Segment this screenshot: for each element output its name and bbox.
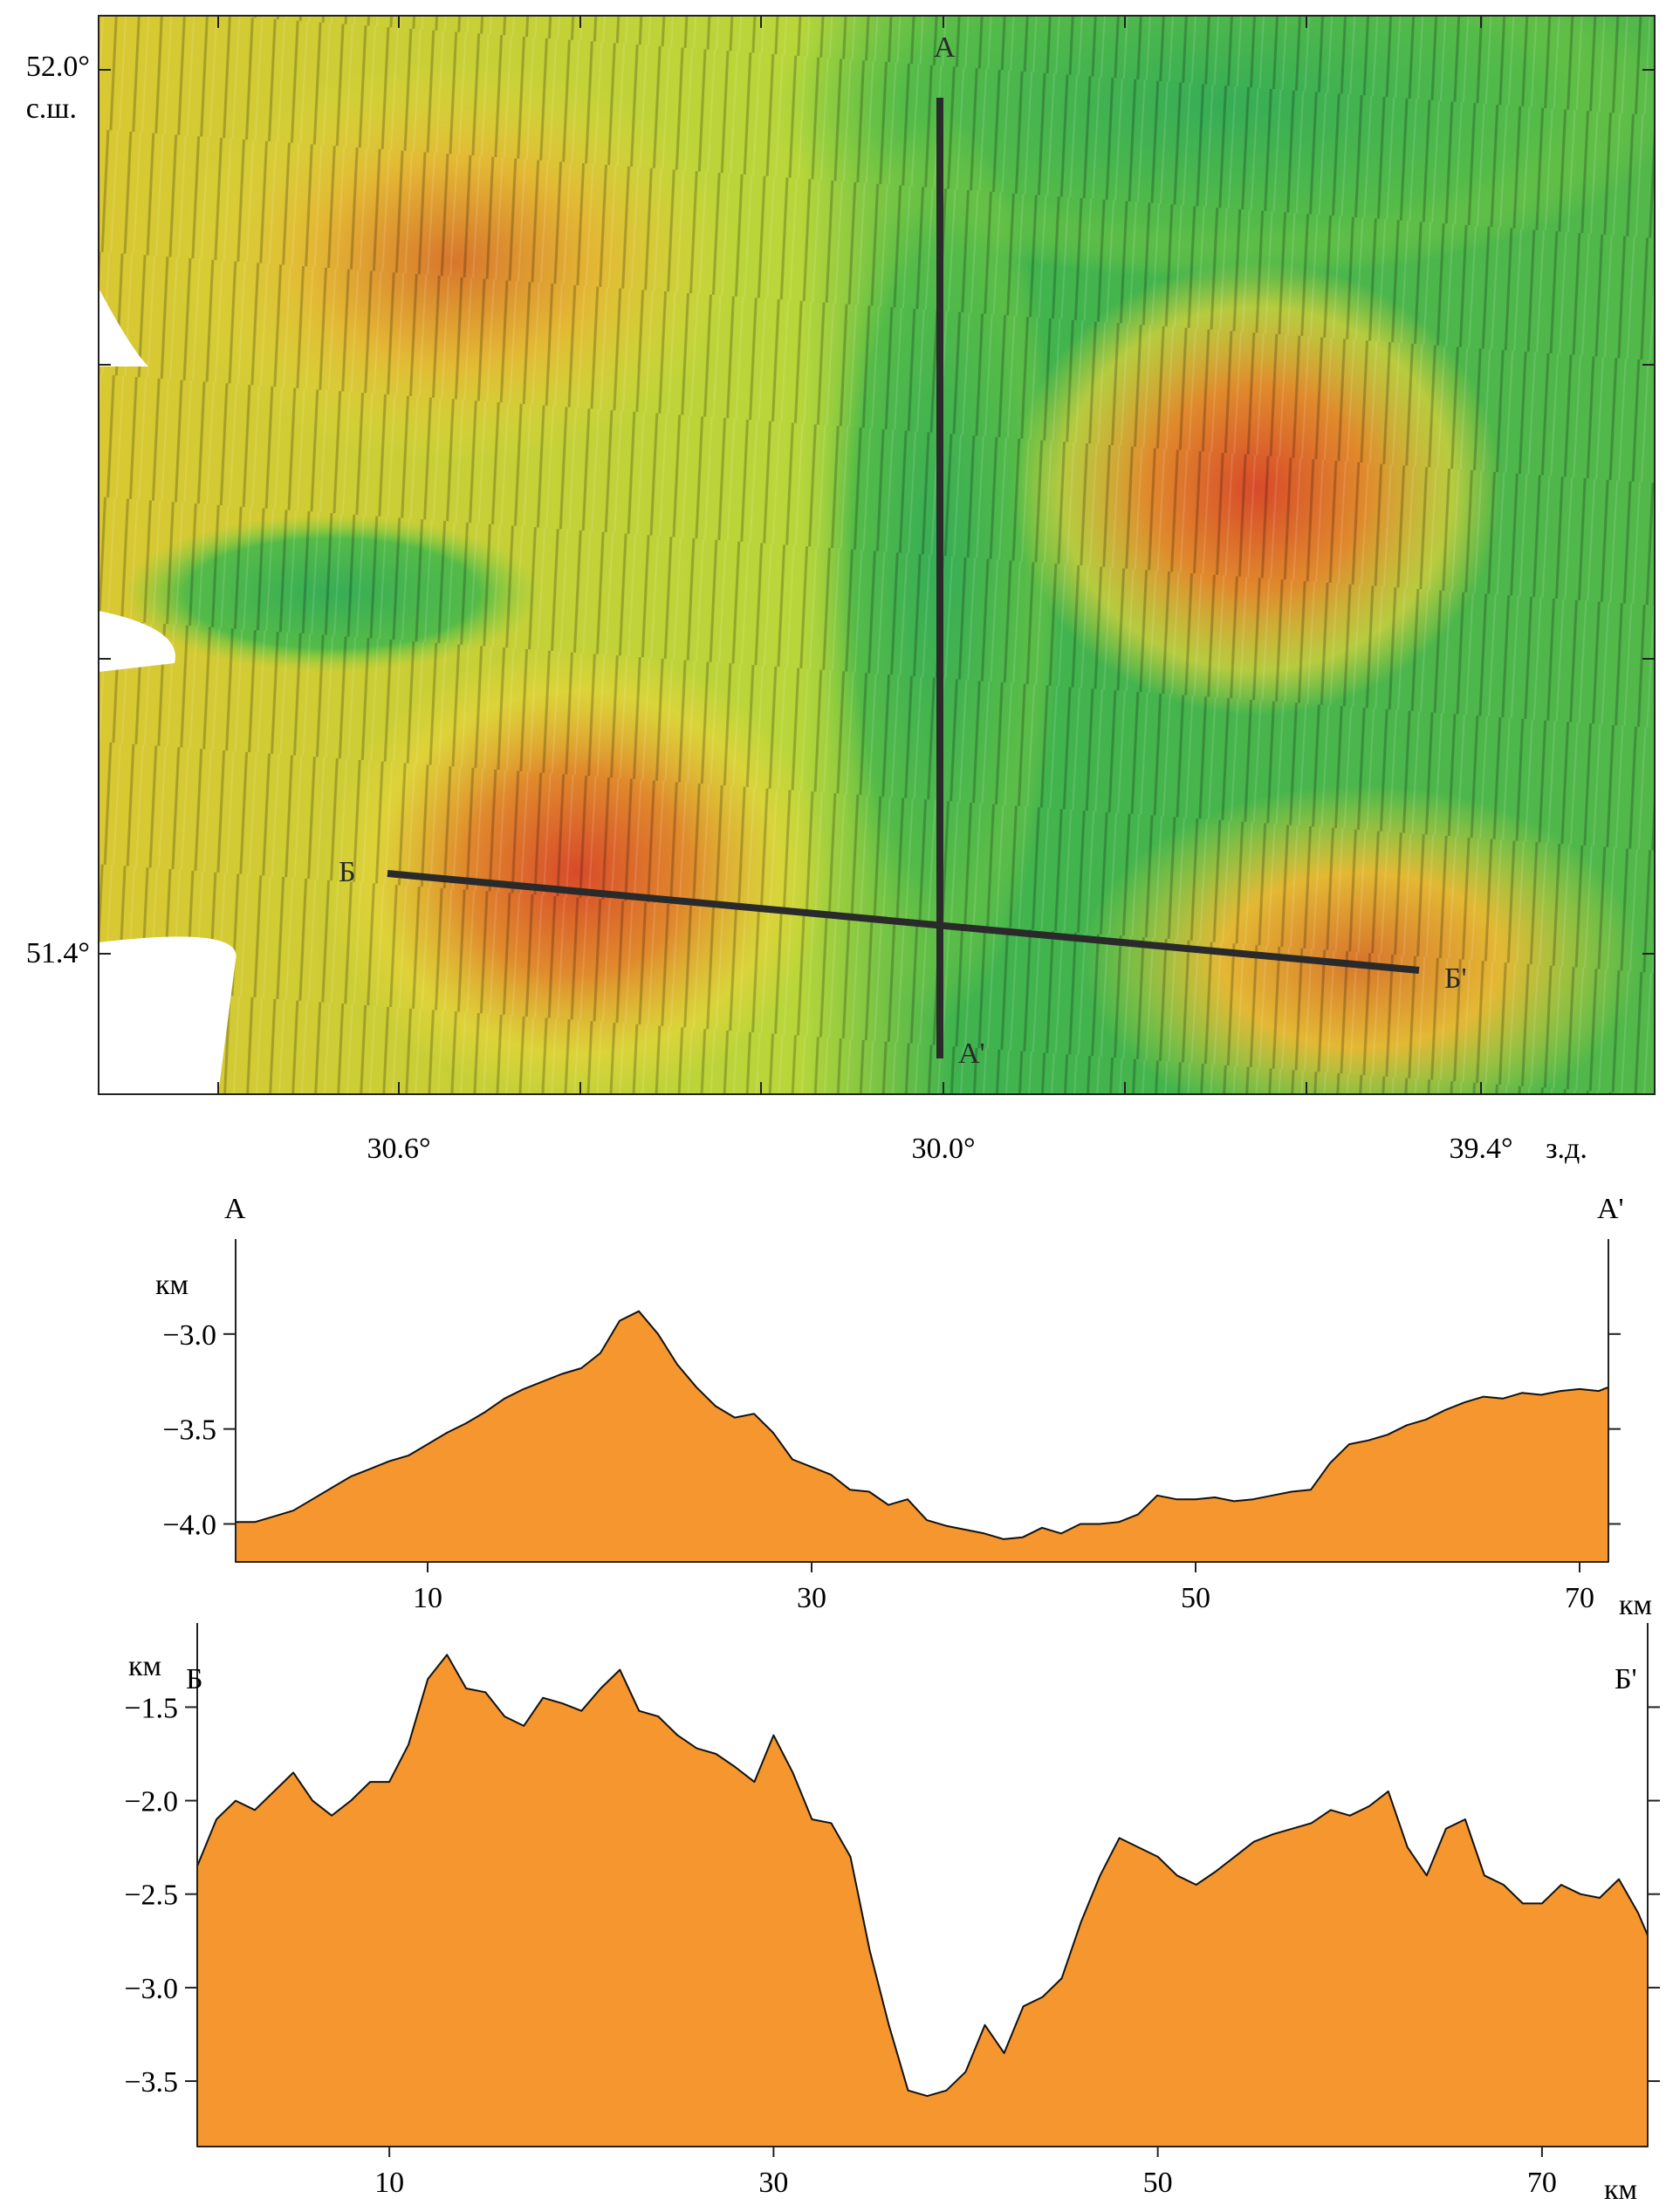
y-tick-label: −2.5 (124, 1880, 178, 1912)
y-tick-label: −2.0 (124, 1786, 178, 1818)
x-tick-label: 30 (797, 1582, 826, 1614)
profile-chart-b: −1.5 −2.0 −2.5 −3.0 −3.5 10 30 50 70 Б Б' км км (124, 1623, 1660, 2206)
map-tick-marks (99, 16, 1655, 1094)
lat-top-label: 52.0° (26, 51, 90, 83)
lon-label-2: 30.0° (911, 1133, 975, 1165)
lat-bottom-label: 51.4° (26, 937, 90, 969)
profile-chart-a: −3.0 −3.5 −4.0 10 30 50 70 А А' км км (155, 1193, 1652, 1621)
lon-suffix: з.д. (1546, 1133, 1587, 1165)
profile-a-chart-end-label: А' (1597, 1193, 1624, 1225)
profile-b-x-unit: км (1604, 2174, 1637, 2206)
y-tick-label: −4.0 (162, 1509, 216, 1541)
profile-b-marks: −1.5 −2.0 −2.5 −3.0 −3.5 10 30 50 70 (124, 1623, 1660, 2199)
y-tick-label: −3.5 (162, 1414, 216, 1447)
profile-b-start-label: Б (339, 856, 356, 888)
lon-label-1: 30.6° (367, 1133, 430, 1165)
bathymetry-map: А А' Б Б' 52.0° с.ш. 51.4° 30.6° 30.0° 3… (26, 15, 1656, 1165)
profile-a-x-unit: км (1619, 1589, 1652, 1621)
profile-line-b (387, 870, 1420, 974)
no-data-gaps (99, 288, 237, 1094)
profile-b-ylabel: км (128, 1650, 161, 1682)
profile-b-chart-start-label: Б (186, 1663, 203, 1695)
x-tick-label: 30 (758, 2167, 788, 2199)
x-tick-label: 50 (1181, 1582, 1210, 1614)
profile-a-end-label: А' (958, 1038, 985, 1070)
x-tick-label: 10 (413, 1582, 442, 1614)
x-tick-label: 70 (1527, 2167, 1557, 2199)
map-frame (98, 15, 1656, 1095)
profile-a-ylabel: км (155, 1269, 189, 1301)
lon-label-3: 39.4° (1449, 1133, 1512, 1165)
profile-a-chart-start-label: А (224, 1193, 246, 1225)
y-tick-label: −3.0 (124, 1973, 178, 2005)
y-tick-label: −1.5 (124, 1692, 178, 1724)
x-tick-label: 10 (374, 2167, 404, 2199)
y-tick-label: −3.0 (162, 1319, 216, 1352)
y-tick-label: −3.5 (124, 2066, 178, 2099)
relief-shading (99, 16, 1655, 1094)
profile-b-end-label: Б' (1444, 962, 1467, 995)
depth-profile-area (196, 1654, 1649, 2147)
lat-top-suffix: с.ш. (26, 92, 77, 125)
profile-b-chart-end-label: Б' (1615, 1663, 1637, 1695)
profile-a-start-label: А (934, 31, 956, 64)
x-tick-label: 50 (1143, 2167, 1173, 2199)
x-tick-label: 70 (1565, 1582, 1594, 1614)
depth-profile-area (235, 1310, 1609, 1563)
profile-a-marks: −3.0 −3.5 −4.0 10 30 50 70 (162, 1239, 1621, 1614)
